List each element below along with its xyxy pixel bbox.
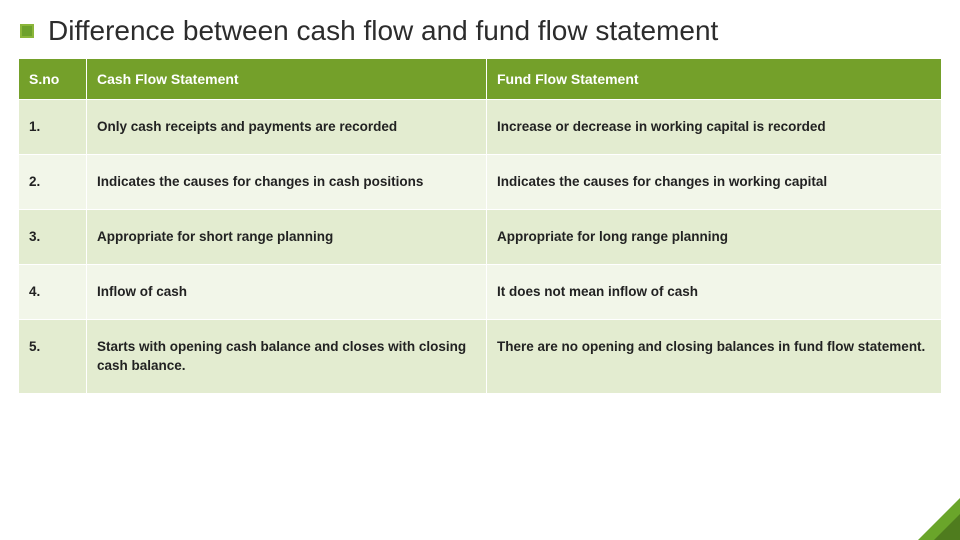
cell-sno: 1. bbox=[19, 99, 87, 154]
cell-sno: 3. bbox=[19, 210, 87, 265]
title-bullet-icon bbox=[20, 24, 34, 38]
cell-fund: There are no opening and closing balance… bbox=[487, 320, 942, 393]
col-header-cash: Cash Flow Statement bbox=[87, 58, 487, 99]
table-row: 5. Starts with opening cash balance and … bbox=[19, 320, 942, 393]
table-header-row: S.no Cash Flow Statement Fund Flow State… bbox=[19, 58, 942, 99]
cell-sno: 2. bbox=[19, 154, 87, 209]
col-header-sno: S.no bbox=[19, 58, 87, 99]
cell-fund: Indicates the causes for changes in work… bbox=[487, 154, 942, 209]
cell-cash: Indicates the causes for changes in cash… bbox=[87, 154, 487, 209]
table-row: 2. Indicates the causes for changes in c… bbox=[19, 154, 942, 209]
cell-cash: Starts with opening cash balance and clo… bbox=[87, 320, 487, 393]
corner-accent-icon bbox=[918, 498, 960, 540]
comparison-table: S.no Cash Flow Statement Fund Flow State… bbox=[18, 58, 942, 394]
table-row: 1. Only cash receipts and payments are r… bbox=[19, 99, 942, 154]
cell-cash: Appropriate for short range planning bbox=[87, 210, 487, 265]
cell-fund: Increase or decrease in working capital … bbox=[487, 99, 942, 154]
cell-sno: 4. bbox=[19, 265, 87, 320]
title-bar: Difference between cash flow and fund fl… bbox=[0, 0, 960, 58]
cell-cash: Inflow of cash bbox=[87, 265, 487, 320]
cell-fund: Appropriate for long range planning bbox=[487, 210, 942, 265]
slide-title: Difference between cash flow and fund fl… bbox=[48, 14, 718, 48]
cell-sno: 5. bbox=[19, 320, 87, 393]
cell-fund: It does not mean inflow of cash bbox=[487, 265, 942, 320]
comparison-table-container: S.no Cash Flow Statement Fund Flow State… bbox=[0, 58, 960, 394]
table-row: 3. Appropriate for short range planning … bbox=[19, 210, 942, 265]
col-header-fund: Fund Flow Statement bbox=[487, 58, 942, 99]
table-row: 4. Inflow of cash It does not mean inflo… bbox=[19, 265, 942, 320]
cell-cash: Only cash receipts and payments are reco… bbox=[87, 99, 487, 154]
